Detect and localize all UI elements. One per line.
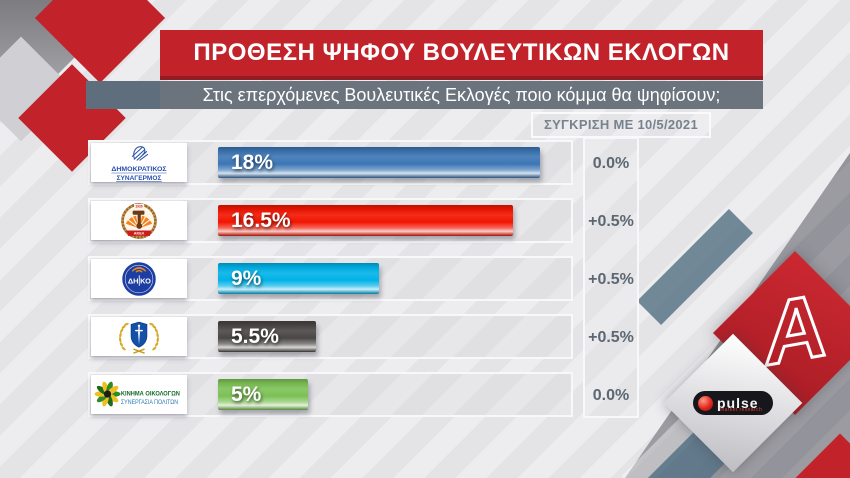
akel-name: ΑΚΕΛ bbox=[134, 231, 145, 235]
ecologists-party-logo-icon: ΚΙΝΗΜΑ ΟΙΚΟΛΟΓΩΝ ΣΥΝΕΡΓΑΣΙΑ ΠΟΛΙΤΩΝ bbox=[91, 375, 187, 414]
bar-value-label: 5.5% bbox=[231, 325, 279, 348]
diko-party-logo-icon: ΔΗ ΚΟ bbox=[91, 259, 187, 298]
bar-value-label: 18% bbox=[231, 151, 274, 174]
poll-bar-diko: 9% bbox=[218, 263, 380, 294]
poll-row-edek: 5.5% bbox=[88, 314, 573, 359]
diko-name-part1: ΔΗ bbox=[128, 276, 139, 285]
edek-party-logo-icon bbox=[91, 317, 187, 356]
change-value-label: +0.5% bbox=[588, 329, 634, 346]
title-banner: ΠΡΟΘΕΣΗ ΨΗΦΟΥ ΒΟΥΛΕΥΤΙΚΩΝ ΕΚΛΟΓΩΝ bbox=[160, 30, 763, 80]
ecologists-name-line1: ΚΙΝΗΜΑ ΟΙΚΟΛΟΓΩΝ bbox=[121, 390, 180, 397]
comparison-panel: 0.0% +0.5% +0.5% +0.5% 0.0% bbox=[583, 137, 639, 418]
diko-name-part2: ΚΟ bbox=[140, 276, 151, 285]
subtitle-text: Στις επερχόμενες Βουλευτικές Εκλογές ποι… bbox=[202, 85, 721, 105]
change-value-label: +0.5% bbox=[588, 213, 634, 230]
change-value-label: 0.0% bbox=[592, 387, 630, 404]
change-value-label: 0.0% bbox=[592, 155, 630, 172]
ecologists-name-line2: ΣΥΝΕΡΓΑΣΙΑ ΠΟΛΙΤΩΝ bbox=[121, 399, 178, 406]
pulse-ball-icon bbox=[698, 395, 713, 411]
bar-value-label: 16.5% bbox=[231, 209, 291, 232]
poll-row-disy: ΔΗΜΟΚΡΑΤΙΚΟΣ ΣΥΝΑΓΕΡΜΟΣ 18% bbox=[88, 140, 573, 185]
poll-row-ecologists: ΚΙΝΗΜΑ ΟΙΚΟΛΟΓΩΝ ΣΥΝΕΡΓΑΣΙΑ ΠΟΛΙΤΩΝ 5% bbox=[88, 372, 573, 417]
poll-rows: ΔΗΜΟΚΡΑΤΙΚΟΣ ΣΥΝΑΓΕΡΜΟΣ 18% 1926 ΑΚΕΛ 16… bbox=[88, 140, 573, 417]
poll-bar-ecologists: 5% bbox=[218, 379, 308, 410]
comparison-date-label: ΣΥΓΚΡΙΣΗ ΜΕ 10/5/2021 bbox=[531, 112, 711, 138]
pulse-logo-icon: pulse market research bbox=[693, 391, 773, 415]
poll-row-diko: ΔΗ ΚΟ 9% bbox=[88, 256, 573, 301]
change-value-label: +0.5% bbox=[588, 271, 634, 288]
poll-bar-edek: 5.5% bbox=[218, 321, 317, 352]
subtitle-banner: Στις επερχόμενες Βουλευτικές Εκλογές ποι… bbox=[160, 81, 763, 109]
akel-year: 1926 bbox=[135, 204, 142, 208]
disy-name-line1: ΔΗΜΟΚΡΑΤΙΚΟΣ bbox=[111, 166, 166, 173]
bar-value-label: 9% bbox=[231, 267, 262, 290]
poll-row-akel: 1926 ΑΚΕΛ 16.5% bbox=[88, 198, 573, 243]
poll-bar-disy: 18% bbox=[218, 147, 541, 178]
page-title: ΠΡΟΘΕΣΗ ΨΗΦΟΥ ΒΟΥΛΕΥΤΙΚΩΝ ΕΚΛΟΓΩΝ bbox=[193, 39, 730, 66]
disy-party-logo-icon: ΔΗΜΟΚΡΑΤΙΚΟΣ ΣΥΝΑΓΕΡΜΟΣ bbox=[91, 143, 187, 182]
disy-name-line2: ΣΥΝΑΓΕΡΜΟΣ bbox=[117, 174, 162, 181]
poll-bar-akel: 16.5% bbox=[218, 205, 514, 236]
slate-band-decoration bbox=[86, 81, 162, 109]
bar-value-label: 5% bbox=[231, 383, 262, 406]
akel-party-logo-icon: 1926 ΑΚΕΛ bbox=[91, 201, 187, 240]
pulse-tagline: market research bbox=[720, 407, 763, 413]
